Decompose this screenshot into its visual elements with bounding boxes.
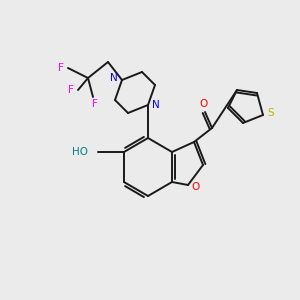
Text: F: F [68,85,74,95]
Text: F: F [58,63,64,73]
Text: O: O [199,99,207,109]
Text: N: N [152,100,160,110]
Text: O: O [192,182,200,192]
Text: HO: HO [72,147,88,157]
Text: S: S [268,108,274,118]
Text: N: N [110,73,118,83]
Text: F: F [92,99,98,109]
